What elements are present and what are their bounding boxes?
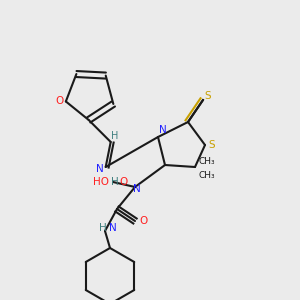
Text: S: S [205,91,211,101]
Text: CH₃: CH₃ [199,170,215,179]
Text: N: N [133,184,141,194]
Text: S: S [209,140,215,150]
Text: CH₃: CH₃ [199,157,215,166]
Text: O: O [56,97,64,106]
Text: N: N [109,223,117,233]
Text: O: O [139,216,147,226]
Text: H: H [111,177,119,187]
Text: H: H [99,223,107,233]
Text: N: N [96,164,104,174]
Text: O: O [119,177,127,187]
Text: N: N [159,125,167,135]
Text: HO: HO [93,177,109,187]
Text: H: H [111,131,118,141]
